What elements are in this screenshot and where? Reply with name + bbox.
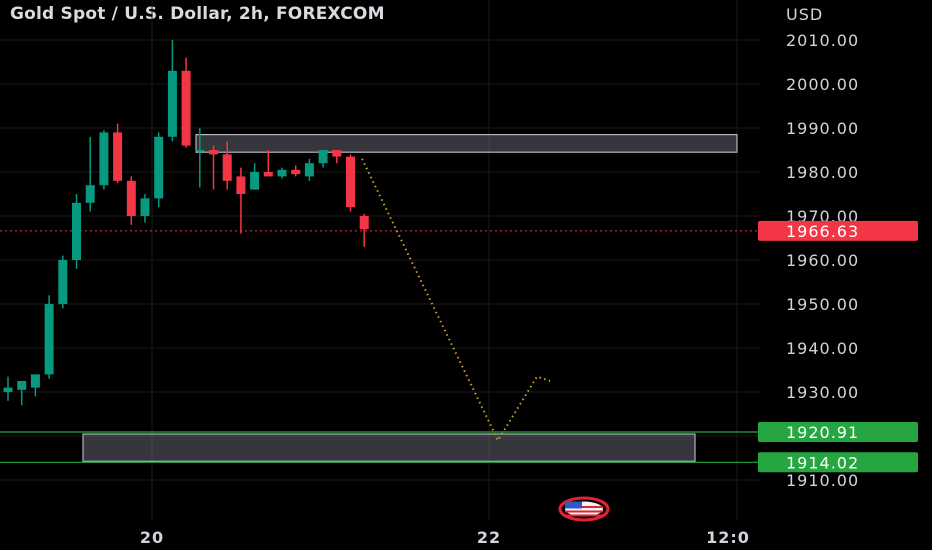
candle-body	[236, 176, 246, 194]
candle-body	[181, 70, 191, 146]
candle	[318, 150, 328, 168]
candle-body	[126, 180, 136, 216]
candle	[126, 176, 136, 225]
y-tick-label: 2010.00	[786, 31, 859, 50]
candle-body	[140, 198, 150, 216]
candle-body	[277, 169, 287, 177]
candle	[195, 128, 205, 188]
candle-body	[304, 163, 314, 177]
price-tags: 1966.63 1920.91 1914.02	[758, 220, 918, 473]
us-flag-icon[interactable]	[558, 496, 610, 522]
candle	[99, 130, 109, 190]
candle	[72, 194, 81, 269]
candle	[263, 150, 273, 177]
level-price-tag: 1914.02	[758, 452, 918, 473]
candle	[332, 150, 342, 164]
candle-body	[209, 150, 218, 155]
y-tick-label: 1910.00	[786, 471, 859, 490]
y-tick-label: 1960.00	[786, 251, 859, 270]
candle	[167, 40, 177, 142]
candle	[277, 167, 287, 179]
candle	[30, 374, 40, 397]
candle-body	[263, 172, 273, 177]
candle-body	[58, 260, 68, 304]
current-price-tag-bg	[758, 220, 918, 241]
candle-body	[359, 216, 369, 230]
level-lines	[0, 230, 760, 463]
candle	[3, 376, 13, 401]
candle-body	[332, 150, 342, 157]
candle	[222, 141, 232, 190]
candle	[304, 158, 314, 181]
candle-body	[72, 202, 81, 260]
currency-label: USD	[786, 5, 823, 24]
candle-body	[44, 304, 54, 375]
candle-body	[250, 172, 260, 190]
price-axis[interactable]: USD 2010.002000.001990.001980.001970.001…	[786, 5, 859, 490]
resistance-zone	[195, 134, 738, 153]
zones	[82, 134, 738, 462]
candle	[250, 163, 260, 190]
candle	[113, 123, 123, 183]
candle-body	[99, 132, 109, 186]
level-price-tag-bg	[758, 452, 918, 473]
x-tick-label: 20	[140, 528, 164, 547]
candles	[3, 40, 369, 406]
candle	[17, 381, 27, 406]
candle	[85, 136, 95, 212]
chart-title: Gold Spot / U.S. Dollar, 2h, FOREXCOM	[10, 4, 385, 24]
projection-path	[361, 158, 551, 443]
x-tick-label: 12:0	[706, 528, 750, 547]
grid	[0, 0, 760, 520]
candle	[291, 165, 301, 177]
level-price-tag: 1920.91	[758, 421, 918, 442]
support-zone	[82, 433, 696, 462]
candle-body	[154, 136, 164, 199]
candle	[346, 154, 355, 212]
y-tick-label: 1930.00	[786, 383, 859, 402]
current-price-tag-label: 1966.63	[786, 222, 859, 241]
candle-body	[167, 70, 177, 137]
candle-body	[291, 169, 301, 175]
y-tick-label: 1990.00	[786, 119, 859, 138]
candle-body	[30, 374, 40, 388]
candle-body	[3, 387, 13, 392]
candle-body	[85, 185, 95, 203]
candle	[236, 167, 246, 234]
candle-body	[346, 156, 355, 208]
y-tick-label: 1980.00	[786, 163, 859, 182]
candle-body	[318, 150, 328, 164]
candle	[58, 255, 68, 309]
y-tick-label: 2000.00	[786, 75, 859, 94]
candle	[44, 295, 54, 379]
candle-body	[195, 150, 205, 152]
level-price-tag-bg	[758, 421, 918, 442]
candle	[209, 145, 218, 190]
candle	[181, 57, 191, 148]
level-price-tag-label: 1920.91	[786, 423, 859, 442]
x-tick-label: 22	[477, 528, 501, 547]
level-price-tag-label: 1914.02	[786, 453, 859, 472]
current-price-tag: 1966.63	[758, 220, 918, 241]
projection-line	[361, 158, 551, 443]
candle	[359, 213, 369, 247]
candle	[140, 194, 150, 223]
candle	[154, 132, 164, 208]
candle-body	[113, 132, 123, 181]
y-tick-label: 1950.00	[786, 295, 859, 314]
candle-body	[222, 154, 232, 181]
candle-body	[17, 381, 27, 390]
time-axis[interactable]: 20 22 12:0	[140, 528, 750, 547]
y-tick-label: 1940.00	[786, 339, 859, 358]
